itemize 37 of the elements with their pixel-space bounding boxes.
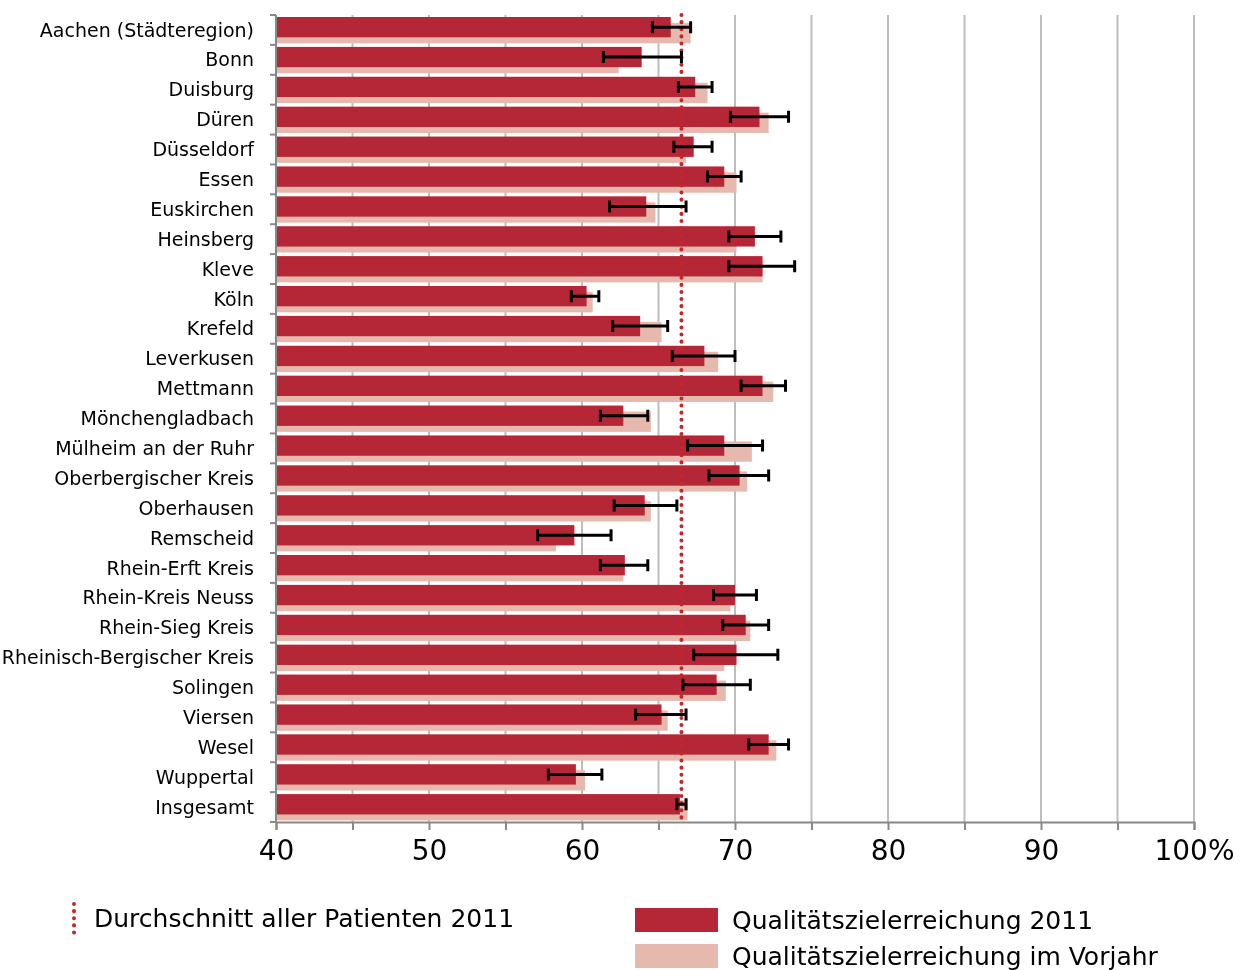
y-tick-label: Insgesamt <box>155 795 254 818</box>
y-tick-label: Leverkusen <box>145 347 254 370</box>
y-tick-label: Oberbergischer Kreis <box>54 466 254 489</box>
y-tick-label: Oberhausen <box>138 496 254 519</box>
y-tick-label: Wuppertal <box>155 765 254 788</box>
legend-label: Qualitätszielerreichung 2011 <box>732 905 1094 935</box>
y-tick-label: Essen <box>198 168 254 191</box>
y-tick-label: Krefeld <box>186 317 254 340</box>
y-tick-label: Mülheim an der Ruhr <box>55 437 255 460</box>
y-tick-label: Rhein-Erft Kreis <box>106 556 254 579</box>
x-tick-label: 90 <box>1023 833 1060 867</box>
x-tick-label: 70 <box>717 833 754 867</box>
y-tick-label: Köln <box>213 287 254 310</box>
y-tick-label: Bonn <box>205 48 254 71</box>
y-tick-label: Rhein-Kreis Neuss <box>82 586 254 609</box>
legend-label: Qualitätszielerreichung im Vorjahr <box>732 941 1159 970</box>
y-tick-label: Solingen <box>171 676 254 699</box>
x-tick-label: 40 <box>258 833 295 867</box>
legend-label: Durchschnitt aller Patienten 2011 <box>94 903 515 933</box>
y-tick-label: Remscheid <box>150 526 254 549</box>
y-tick-label: Mettmann <box>156 377 254 400</box>
x-tick-label: 60 <box>564 833 601 867</box>
y-tick-label: Mönchengladbach <box>80 407 254 430</box>
x-tick-label: 80 <box>870 833 907 867</box>
y-tick-label: Viersen <box>183 706 254 729</box>
y-tick-label: Heinsberg <box>157 227 254 250</box>
x-tick-label: 50 <box>411 833 448 867</box>
y-tick-label: Rhein-Sieg Kreis <box>99 616 254 639</box>
y-tick-label: Düren <box>196 108 254 131</box>
y-tick-label: Aachen (Städteregion) <box>39 18 254 41</box>
y-tick-label: Düsseldorf <box>152 138 256 161</box>
y-tick-label: Duisburg <box>168 78 254 101</box>
y-tick-label: Rheinisch-Bergischer Kreis <box>1 646 254 669</box>
y-tick-label: Kleve <box>201 257 254 280</box>
y-tick-label: Wesel <box>197 735 254 758</box>
y-tick-label: Euskirchen <box>150 197 254 220</box>
x-tick-label: 100% <box>1154 833 1235 867</box>
